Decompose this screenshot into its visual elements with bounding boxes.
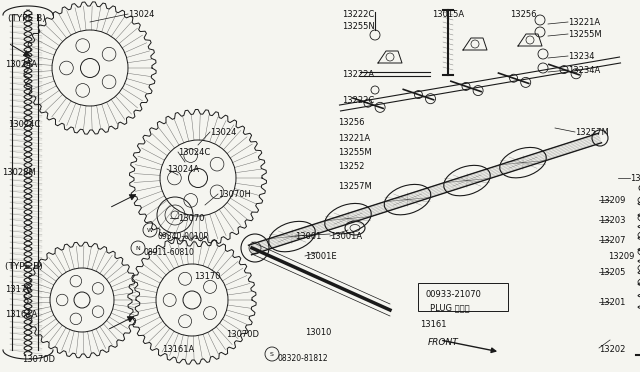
Text: 13001E: 13001E [305, 252, 337, 261]
Text: 13221A: 13221A [338, 134, 370, 143]
Text: 13024: 13024 [210, 128, 236, 137]
Text: 13203: 13203 [599, 216, 625, 225]
Text: 13256: 13256 [510, 10, 536, 19]
Text: 13024A: 13024A [167, 165, 199, 174]
Text: 09340-0010P: 09340-0010P [158, 232, 209, 241]
Text: 13070: 13070 [178, 214, 205, 223]
Text: 13070D: 13070D [22, 355, 55, 364]
Text: (TYPE B): (TYPE B) [8, 14, 45, 23]
Text: 13257M: 13257M [338, 182, 372, 191]
Text: 13256: 13256 [338, 118, 365, 127]
Text: 13202: 13202 [599, 345, 625, 354]
Text: 13070D: 13070D [226, 330, 259, 339]
Text: 13205: 13205 [599, 268, 625, 277]
Text: 13252: 13252 [338, 162, 364, 171]
Text: 13255M: 13255M [338, 148, 372, 157]
Text: 13255N: 13255N [342, 22, 375, 31]
Text: 13024: 13024 [128, 10, 154, 19]
Text: 13207: 13207 [599, 236, 625, 245]
Text: 13234A: 13234A [568, 66, 600, 75]
Text: 13201: 13201 [599, 298, 625, 307]
Text: PLUG プラグ: PLUG プラグ [430, 303, 470, 312]
Text: 13161A: 13161A [162, 345, 195, 354]
Text: 13024A: 13024A [5, 60, 37, 69]
Bar [418, 283, 508, 311]
Text: 13028M: 13028M [2, 168, 36, 177]
Text: 08911-60810: 08911-60810 [143, 248, 194, 257]
Text: 13210: 13210 [630, 174, 640, 183]
Text: 00933-21070: 00933-21070 [426, 290, 482, 299]
Text: 13222C: 13222C [342, 96, 374, 105]
Text: 13257M: 13257M [575, 128, 609, 137]
Text: 13209: 13209 [599, 196, 625, 205]
Text: 13222A: 13222A [342, 70, 374, 79]
Text: 13161A: 13161A [5, 310, 37, 319]
Text: 13234: 13234 [568, 52, 595, 61]
Text: 13001: 13001 [295, 232, 321, 241]
Text: W: W [147, 228, 153, 232]
Text: N: N [136, 246, 140, 250]
Text: 13015A: 13015A [432, 10, 464, 19]
Text: 13222C: 13222C [342, 10, 374, 19]
Text: 13170: 13170 [194, 272, 221, 281]
Text: 13221A: 13221A [568, 18, 600, 27]
Text: 13070H: 13070H [218, 190, 251, 199]
Text: 13024C: 13024C [178, 148, 211, 157]
Text: 08320-81812: 08320-81812 [278, 354, 328, 363]
Text: (TYPE B): (TYPE B) [5, 262, 43, 271]
Text: FRONT: FRONT [428, 338, 459, 347]
Text: 13209: 13209 [608, 252, 634, 261]
Text: 13010: 13010 [305, 328, 332, 337]
Text: 13170: 13170 [5, 285, 31, 294]
Text: S: S [270, 352, 274, 356]
Text: 13001A: 13001A [330, 232, 362, 241]
Text: 13255M: 13255M [568, 30, 602, 39]
Text: 13161: 13161 [420, 320, 447, 329]
Text: 13024C: 13024C [8, 120, 40, 129]
